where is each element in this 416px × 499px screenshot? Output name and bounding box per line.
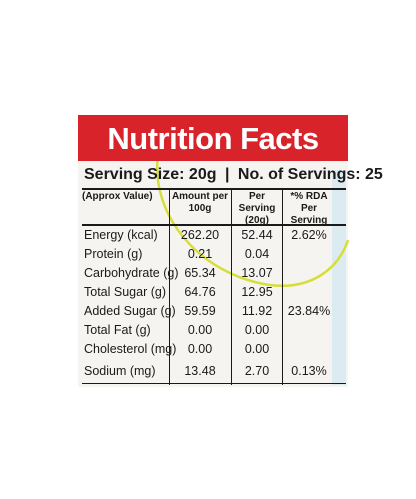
column-header-approx: (Approx Value) bbox=[82, 191, 153, 202]
value-per100: 64.76 bbox=[184, 285, 216, 299]
serving-separator: | bbox=[224, 166, 230, 183]
value-per-serving: 0.04 bbox=[244, 247, 270, 261]
value-per-serving: 0.00 bbox=[244, 323, 270, 337]
column-header-rda: *% RDA Per Serving bbox=[290, 191, 328, 226]
column-header-per100: Amount per 100g bbox=[171, 191, 229, 214]
value-rda: 23.84% bbox=[287, 304, 331, 318]
nutrient-name: Protein (g) bbox=[84, 247, 143, 261]
divider-top bbox=[82, 188, 346, 190]
nutrient-name: Total Fat (g) bbox=[84, 323, 151, 337]
servings-count: No. of Servings: 25 bbox=[237, 166, 383, 183]
serving-size: Serving Size: 20g bbox=[84, 166, 217, 183]
value-per-serving: 52.44 bbox=[241, 228, 273, 242]
column-line-2 bbox=[231, 188, 232, 385]
value-per-serving: 11.92 bbox=[241, 304, 273, 318]
nutrient-name: Carbohydrate (g) bbox=[84, 266, 179, 280]
value-rda: 2.62% bbox=[291, 228, 327, 242]
divider-columns bbox=[82, 224, 346, 226]
value-per100: 59.59 bbox=[184, 304, 216, 318]
nutrient-name: Sodium (mg) bbox=[84, 364, 156, 378]
value-per100: 0.00 bbox=[187, 342, 213, 356]
value-per100: 0.21 bbox=[187, 247, 213, 261]
value-per100: 0.00 bbox=[187, 323, 213, 337]
value-per-serving: 12.95 bbox=[241, 285, 273, 299]
column-header-per-serving: Per Serving (20g) bbox=[238, 191, 276, 226]
value-per-serving: 13.07 bbox=[241, 266, 273, 280]
header-band bbox=[78, 115, 348, 161]
nutrient-name: Energy (kcal) bbox=[84, 228, 158, 242]
nutrient-name: Cholesterol (mg) bbox=[84, 342, 177, 356]
nutrient-name: Total Sugar (g) bbox=[84, 285, 166, 299]
value-rda: 0.13% bbox=[291, 364, 327, 378]
value-per-serving: 0.00 bbox=[244, 342, 270, 356]
nutrient-name: Added Sugar (g) bbox=[84, 304, 176, 318]
column-line-1 bbox=[169, 188, 170, 385]
value-per100: 13.48 bbox=[184, 364, 216, 378]
packaging-blue-strip bbox=[332, 170, 346, 385]
value-per-serving: 2.70 bbox=[244, 364, 270, 378]
label-title: Nutrition Facts bbox=[107, 121, 319, 156]
column-line-3 bbox=[282, 188, 283, 385]
value-per100: 262.20 bbox=[180, 228, 220, 242]
serving-info: Serving Size: 20g | No. of Servings: 25 bbox=[84, 166, 383, 188]
divider-bottom bbox=[82, 383, 346, 384]
value-per100: 65.34 bbox=[184, 266, 216, 280]
